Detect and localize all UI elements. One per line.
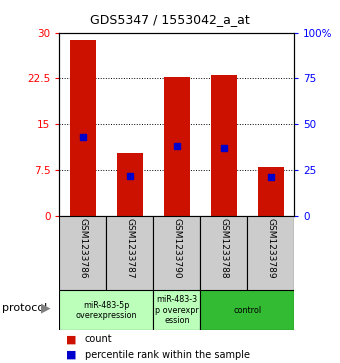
- Text: GSM1233786: GSM1233786: [79, 218, 87, 279]
- Text: miR-483-3
p overexpr
ession: miR-483-3 p overexpr ession: [155, 295, 199, 325]
- Text: percentile rank within the sample: percentile rank within the sample: [85, 350, 250, 360]
- Text: GDS5347 / 1553042_a_at: GDS5347 / 1553042_a_at: [90, 13, 250, 26]
- Text: count: count: [85, 334, 113, 344]
- Bar: [200, 216, 247, 290]
- Text: ■: ■: [66, 334, 77, 344]
- Bar: [211, 76, 237, 216]
- Text: ■: ■: [66, 350, 77, 360]
- Text: GSM1233788: GSM1233788: [219, 218, 228, 279]
- Text: GSM1233787: GSM1233787: [125, 218, 134, 279]
- Bar: [200, 290, 294, 330]
- Bar: [59, 290, 153, 330]
- Text: control: control: [233, 306, 261, 315]
- Bar: [164, 77, 190, 216]
- Bar: [258, 167, 284, 216]
- Bar: [70, 40, 96, 216]
- Bar: [59, 216, 106, 290]
- Text: ▶: ▶: [41, 302, 51, 315]
- Text: GSM1233789: GSM1233789: [266, 218, 275, 279]
- Text: GSM1233790: GSM1233790: [172, 218, 181, 279]
- Bar: [106, 216, 153, 290]
- Bar: [153, 216, 200, 290]
- Text: protocol: protocol: [2, 303, 47, 313]
- Bar: [247, 216, 294, 290]
- Bar: [153, 290, 200, 330]
- Bar: [117, 153, 143, 216]
- Text: miR-483-5p
overexpression: miR-483-5p overexpression: [76, 301, 137, 320]
